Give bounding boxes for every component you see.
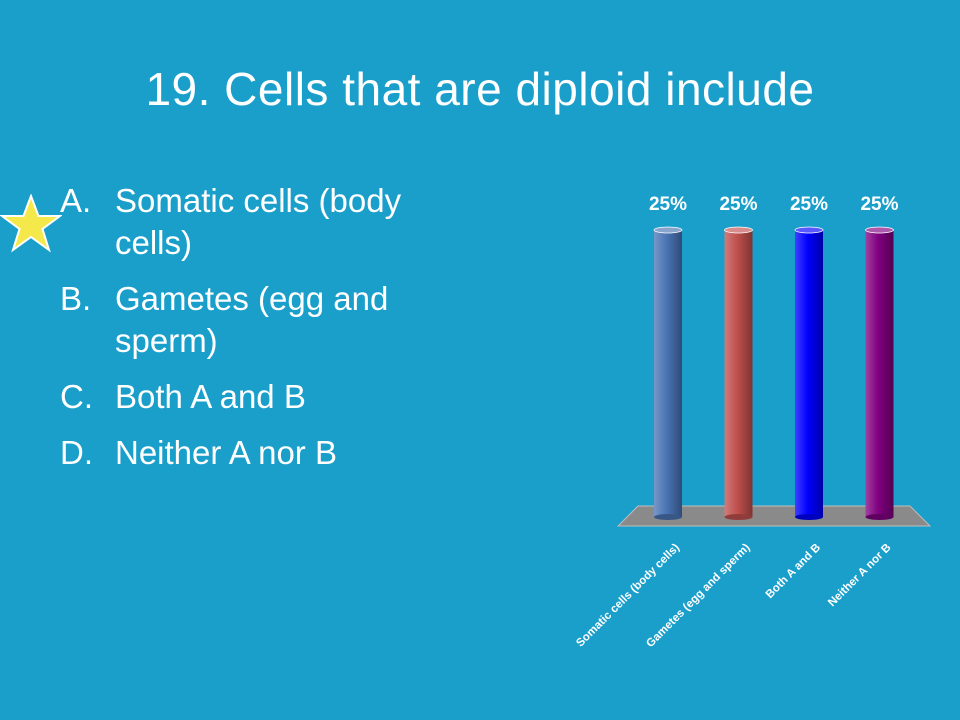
answer-letter: B. bbox=[60, 280, 92, 317]
star-icon bbox=[0, 194, 62, 253]
category-label: Neither A nor B bbox=[826, 542, 894, 610]
bar-base bbox=[724, 514, 753, 520]
bar bbox=[795, 230, 823, 517]
category-label: Both A and B bbox=[764, 542, 823, 601]
answer-letter: C. bbox=[60, 378, 93, 415]
response-bar-chart: 25%Somatic cells (body cells)25%Gametes … bbox=[574, 194, 932, 650]
answer-d[interactable]: D. Neither A nor B bbox=[60, 432, 480, 474]
answer-letter: A. bbox=[60, 182, 92, 219]
answer-list: A. Somatic cells (body cells) B. Gametes… bbox=[60, 180, 480, 488]
answer-text: Both A and B bbox=[115, 378, 306, 415]
star-icon-shape bbox=[0, 194, 62, 253]
data-label: 25% bbox=[860, 194, 898, 215]
bar-base bbox=[795, 514, 823, 520]
bar-top bbox=[653, 226, 683, 234]
bar-top bbox=[794, 226, 824, 234]
bar bbox=[724, 230, 753, 517]
data-label: 25% bbox=[790, 194, 828, 215]
bar bbox=[865, 230, 894, 517]
answer-text: Neither A nor B bbox=[115, 434, 337, 471]
bar-base bbox=[865, 514, 894, 520]
answer-b[interactable]: B. Gametes (egg and sperm) bbox=[60, 278, 480, 362]
answer-letter: D. bbox=[60, 434, 93, 471]
answer-text: Somatic cells (body cells) bbox=[115, 182, 402, 261]
bar-base bbox=[654, 514, 682, 520]
answer-c[interactable]: C. Both A and B bbox=[60, 376, 480, 418]
bar bbox=[654, 230, 682, 517]
bar-top bbox=[865, 226, 894, 234]
question-title: 19. Cells that are diploid include bbox=[145, 63, 815, 115]
data-label: 25% bbox=[649, 194, 687, 215]
bar-top bbox=[724, 226, 753, 234]
data-label: 25% bbox=[719, 194, 757, 215]
answer-text: Gametes (egg and sperm) bbox=[115, 280, 389, 359]
answer-a[interactable]: A. Somatic cells (body cells) bbox=[60, 180, 480, 264]
